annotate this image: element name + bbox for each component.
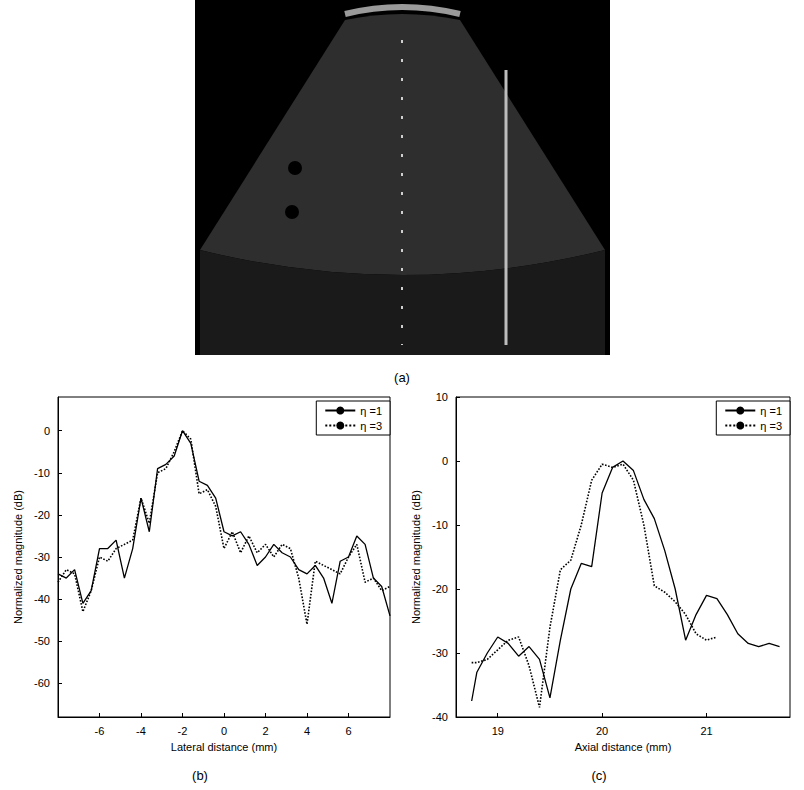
svg-text:0: 0 bbox=[221, 725, 227, 737]
svg-text:-20: -20 bbox=[432, 583, 448, 595]
svg-text:-40: -40 bbox=[34, 593, 50, 605]
svg-text:20: 20 bbox=[596, 725, 608, 737]
html-text:(b): (b) bbox=[192, 768, 208, 783]
html-text:(a): (a) bbox=[394, 370, 410, 385]
svg-text:-30: -30 bbox=[34, 551, 50, 563]
svg-text:-40: -40 bbox=[432, 711, 448, 723]
svg-text:Normalized magnitude (dB): Normalized magnitude (dB) bbox=[12, 490, 24, 624]
svg-text:0: 0 bbox=[44, 425, 50, 437]
svg-text:η =3: η =3 bbox=[760, 420, 782, 432]
svg-text:-60: -60 bbox=[34, 677, 50, 689]
svg-text:-4: -4 bbox=[136, 725, 146, 737]
svg-text:-20: -20 bbox=[34, 509, 50, 521]
svg-text:Normalized magnitude (dB): Normalized magnitude (dB) bbox=[410, 490, 422, 624]
svg-text:-30: -30 bbox=[432, 647, 448, 659]
svg-text:-10: -10 bbox=[432, 519, 448, 531]
svg-text:2: 2 bbox=[262, 725, 268, 737]
svg-text:η =1: η =1 bbox=[760, 405, 782, 417]
svg-text:-6: -6 bbox=[95, 725, 105, 737]
svg-text:-10: -10 bbox=[34, 467, 50, 479]
svg-text:Axial distance (mm): Axial distance (mm) bbox=[575, 741, 672, 753]
svg-text:6: 6 bbox=[345, 725, 351, 737]
svg-text:4: 4 bbox=[304, 725, 310, 737]
svg-text:21: 21 bbox=[700, 725, 712, 737]
svg-text:0: 0 bbox=[442, 455, 448, 467]
svg-text:-2: -2 bbox=[178, 725, 188, 737]
svg-text:19: 19 bbox=[492, 725, 504, 737]
svg-text:η =3: η =3 bbox=[360, 420, 382, 432]
html-text:(c): (c) bbox=[591, 768, 607, 783]
svg-text:η =1: η =1 bbox=[360, 405, 382, 417]
svg-text:Lateral distance (mm): Lateral distance (mm) bbox=[171, 741, 277, 753]
svg-text:-50: -50 bbox=[34, 635, 50, 647]
svg-text:10: 10 bbox=[436, 391, 448, 403]
